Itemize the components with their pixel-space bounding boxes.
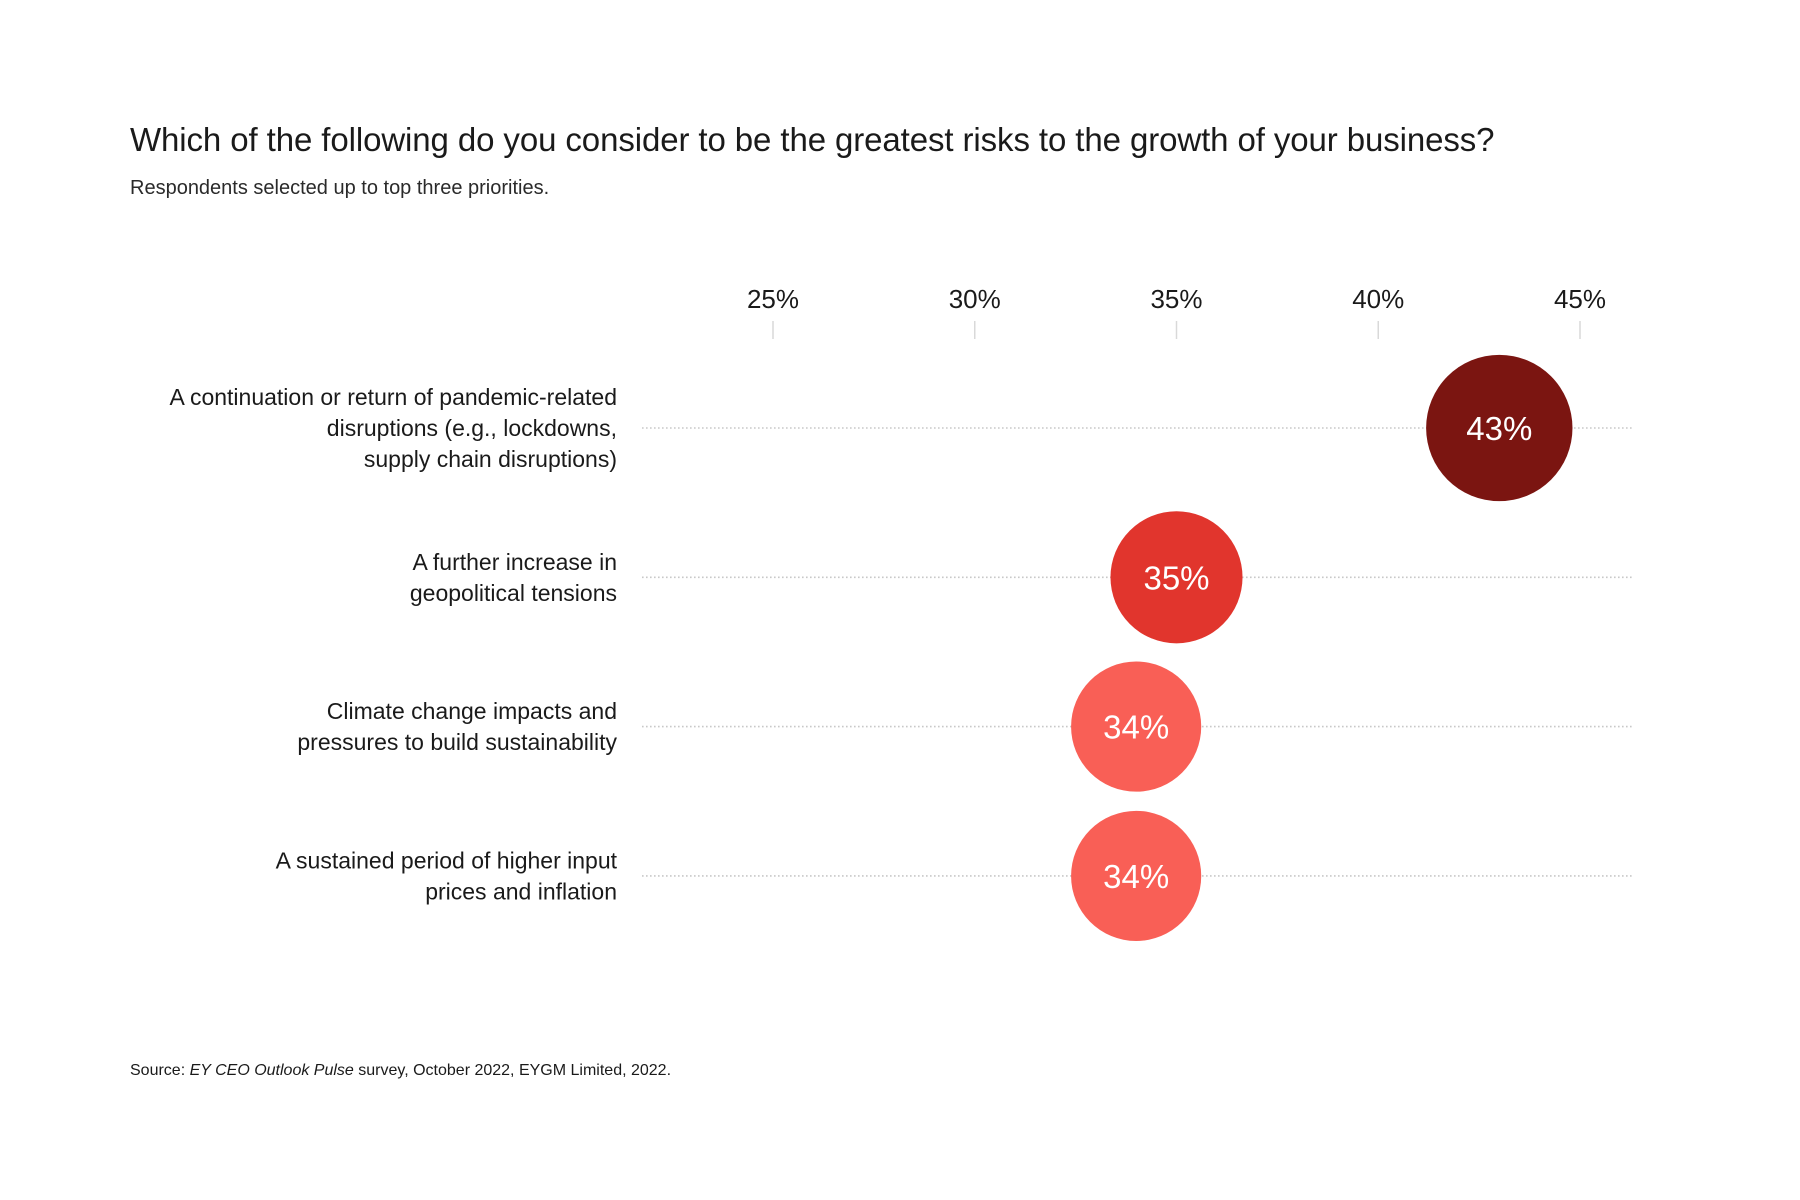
category-label-line: geopolitical tensions <box>410 580 617 606</box>
data-bubble <box>1426 354 1573 502</box>
chart-row: Climate change impacts and pressures to b… <box>297 661 1632 792</box>
x-tick-label: 25% <box>747 284 799 314</box>
category-label: Climate change impacts and pressures to b… <box>297 698 617 755</box>
category-label-line: prices and inflation <box>425 878 617 904</box>
category-label-line: A continuation or return of pandemic-rel… <box>170 384 618 410</box>
data-bubble <box>1071 810 1202 941</box>
chart-row: A sustained period of higher input prices… <box>276 810 1632 941</box>
chart-subtitle: Respondents selected up to top three pri… <box>130 177 550 199</box>
category-label: A further increase in geopolitical tensio… <box>410 549 617 606</box>
data-label: 34% <box>1103 858 1169 895</box>
category-label: A continuation or return of pandemic-rel… <box>170 384 618 472</box>
data-bubble <box>1110 511 1243 644</box>
x-axis: 25% 30% 35% 40% 45% <box>747 284 1606 339</box>
data-label: 34% <box>1103 709 1169 746</box>
x-tick-label: 35% <box>1150 284 1202 314</box>
chart-row: A continuation or return of pandemic-rel… <box>170 354 1632 502</box>
x-tick-label: 45% <box>1554 284 1606 314</box>
category-label-line: A sustained period of higher input <box>276 847 618 873</box>
chart-row: A further increase in geopolitical tensio… <box>410 511 1632 644</box>
source-prefix: Source: <box>130 1062 190 1079</box>
data-label: 35% <box>1143 559 1209 596</box>
category-label-line: supply chain disruptions) <box>364 446 617 472</box>
chart-title: Which of the following do you consider t… <box>130 121 1495 158</box>
category-label-line: A further increase in <box>412 549 617 575</box>
x-tick-label: 30% <box>949 284 1001 314</box>
source-note: Source: EY CEO Outlook Pulse survey, Oct… <box>130 1060 671 1082</box>
chart-rows: A continuation or return of pandemic-rel… <box>170 354 1632 941</box>
category-label: A sustained period of higher input prices… <box>276 847 618 904</box>
data-bubble <box>1071 661 1202 792</box>
x-tick-label: 40% <box>1352 284 1404 314</box>
source-suffix: survey, October 2022, EYGM Limited, 2022… <box>353 1062 672 1079</box>
data-label: 43% <box>1466 410 1532 447</box>
category-label-line: Climate change impacts and <box>327 698 617 724</box>
source-publication: EY CEO Outlook Pulse <box>189 1062 354 1079</box>
category-label-line: pressures to build sustainability <box>297 729 617 755</box>
category-label-line: disruptions (e.g., lockdowns, <box>327 415 617 441</box>
